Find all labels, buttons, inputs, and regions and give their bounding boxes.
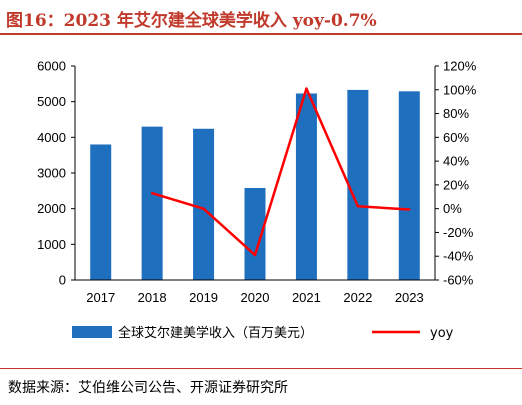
- bar-2020: [244, 187, 266, 280]
- yoy-point-2019: [202, 207, 205, 210]
- y-right-tick-label: -60%: [443, 273, 474, 288]
- y-left-tick-label: 6000: [37, 59, 66, 74]
- y-left-tick-label: 4000: [37, 130, 66, 145]
- legend-line-label: yoy: [430, 326, 454, 341]
- legend: 全球艾尔建美学收入（百万美元） yoy: [72, 325, 454, 341]
- bar-2017: [90, 144, 112, 280]
- y-right-tick-label: 80%: [443, 106, 469, 121]
- y-right-tick-label: 0%: [443, 201, 462, 216]
- legend-bar-label: 全球艾尔建美学收入（百万美元）: [118, 325, 313, 341]
- x-tick-label: 2023: [395, 290, 424, 305]
- figure-title: 图16：2023 年艾尔建全球美学收入 yoy-0.7%: [6, 11, 377, 31]
- bar-series: [90, 89, 420, 280]
- y-left-tick-label: 3000: [37, 166, 66, 181]
- x-tick-label: 2022: [343, 290, 372, 305]
- bar-2023: [398, 91, 420, 280]
- y-right-tick-label: 20%: [443, 177, 469, 192]
- y-right-tick-label: -40%: [443, 249, 474, 264]
- y-right-tick-label: -20%: [443, 225, 474, 240]
- x-tick-label: 2019: [189, 290, 218, 305]
- y-right-tick-label: 40%: [443, 154, 469, 169]
- bar-2021: [295, 93, 317, 280]
- yoy-point-2021: [305, 87, 308, 90]
- yoy-point-2018: [150, 192, 154, 195]
- source-note: 数据来源：艾伯维公司公告、开源证券研究所: [8, 380, 288, 396]
- source-divider: [0, 368, 522, 369]
- y-left-tick-label: 5000: [37, 94, 66, 109]
- title-divider: [0, 33, 522, 35]
- bar-2022: [347, 89, 369, 280]
- y-right-tick-label: 60%: [443, 130, 469, 145]
- y-left-tick-label: 2000: [37, 201, 66, 216]
- bar-2018: [141, 126, 163, 280]
- yoy-point-2022: [356, 205, 360, 208]
- x-tick-label: 2017: [86, 290, 115, 305]
- yoy-point-2020: [253, 253, 257, 257]
- y-right-tick-label: 100%: [443, 82, 477, 97]
- y-left-tick-label: 1000: [37, 237, 66, 252]
- title-bar: 图16：2023 年艾尔建全球美学收入 yoy-0.7%: [0, 0, 522, 36]
- y-left-tick-label: 0: [59, 273, 66, 288]
- x-tick-label: 2020: [241, 290, 270, 305]
- x-tick-label: 2018: [138, 290, 167, 305]
- axes: 0 1000 2000 3000 4000 5000 6000 -60% -40% -20% 0% 2…: [37, 59, 477, 306]
- y-right-tick-label: 120%: [443, 59, 477, 74]
- chart: 0 1000 2000 3000 4000 5000 6000 -60% -40% -20% 0% 2…: [37, 59, 477, 342]
- legend-bar-swatch: [72, 326, 112, 338]
- bar-2019: [193, 128, 215, 280]
- yoy-line: [151, 87, 410, 257]
- yoy-point-2023: [408, 208, 411, 211]
- yoy-line-series: [150, 87, 411, 257]
- x-tick-label: 2021: [292, 290, 321, 305]
